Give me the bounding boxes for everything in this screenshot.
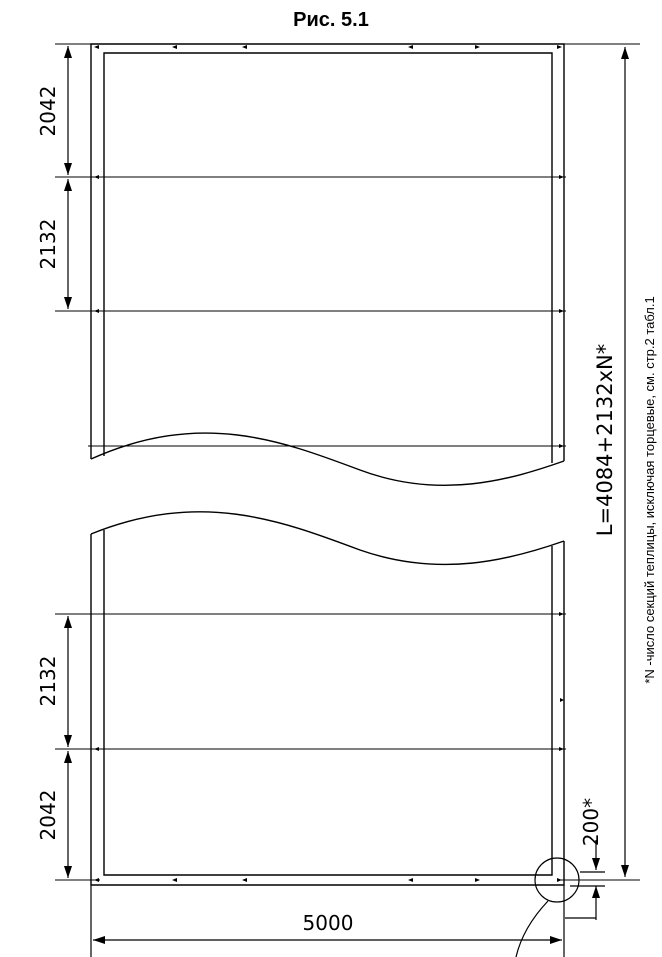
greenhouse-lower-part <box>90 511 565 886</box>
detail-leader-line <box>515 900 549 957</box>
offset-detail <box>515 840 605 957</box>
outer-frame-lower <box>90 534 565 886</box>
inner-frame-upper <box>103 52 553 463</box>
dim-label-lower-second-section: 2132 <box>36 656 60 707</box>
inner-frame-lower <box>103 530 553 876</box>
figure-title: Рис. 5.1 <box>293 9 369 31</box>
top-edge-ticks <box>94 45 562 49</box>
bottom-edge-ticks <box>94 878 562 882</box>
section-lines <box>55 43 640 881</box>
dim-label-bottom-section: 2042 <box>36 790 60 841</box>
break-line-lower <box>90 511 565 566</box>
greenhouse-upper-part <box>90 43 565 486</box>
dim-label-top-section: 2042 <box>36 86 60 137</box>
detail-callout-circle <box>534 857 580 903</box>
dim-label-second-section: 2132 <box>36 219 60 270</box>
outer-frame-upper <box>90 43 565 461</box>
footnote-text: *N -число секций теплицы, исключая торце… <box>642 296 657 683</box>
dim-label-total-length: L=4084+2132xN* <box>593 344 617 536</box>
width-dimension <box>90 885 565 957</box>
break-line-upper <box>90 432 565 486</box>
dim-label-width: 5000 <box>303 911 354 935</box>
dim-label-offset: 200* <box>579 798 603 846</box>
section-end-ticks <box>94 175 564 751</box>
